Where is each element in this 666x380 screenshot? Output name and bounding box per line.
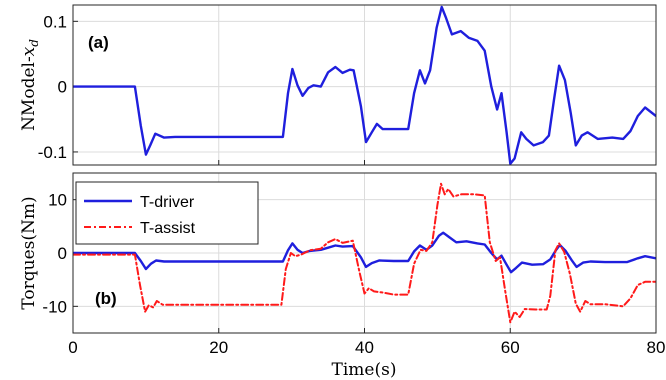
x-axis-label: Time(s) [332,360,397,380]
plot-frame-b [72,172,657,334]
y-axis-label-a-subscript: d [27,39,41,47]
panel-label-b: (b) [95,289,117,308]
x-tick-label: 80 [647,338,666,357]
x-tick-label: 40 [355,338,374,357]
panel-a: -0.1 0 0.1 (a) NModel-xd [19,4,657,166]
y-tick-label: -0.1 [38,143,67,162]
y-tick-label: 0 [58,78,67,97]
series-a [73,5,656,165]
y-tick-label: 0.1 [43,12,67,31]
x-tick-label: 0 [68,338,77,357]
legend: T-driver T-assist [75,181,259,245]
legend-box [75,181,259,245]
y-axis-label-a-symbol: x [19,46,39,56]
legend-label-t-assist: T-assist [140,220,196,237]
ticks-b: 0 20 40 60 80 -10 0 10 [42,191,665,357]
y-axis-label-b: Torques(Nm) [19,196,39,309]
legend-label-t-driver: T-driver [140,194,195,211]
series-line-nmodel-xd [73,5,656,165]
grid-a [72,5,657,165]
x-tick-label: 20 [209,338,228,357]
y-axis-label-a: NModel-xd [19,39,41,131]
panel-label-a: (a) [88,33,109,52]
series-b [73,182,656,324]
x-tick-label: 60 [501,338,520,357]
series-line-t-assist [73,182,656,324]
y-tick-label: -10 [42,297,67,316]
y-tick-label: 10 [48,191,67,210]
plot-frame-a [72,4,657,166]
y-tick-label: 0 [58,244,67,263]
y-axis-label-a-text: NModel- [19,56,39,131]
